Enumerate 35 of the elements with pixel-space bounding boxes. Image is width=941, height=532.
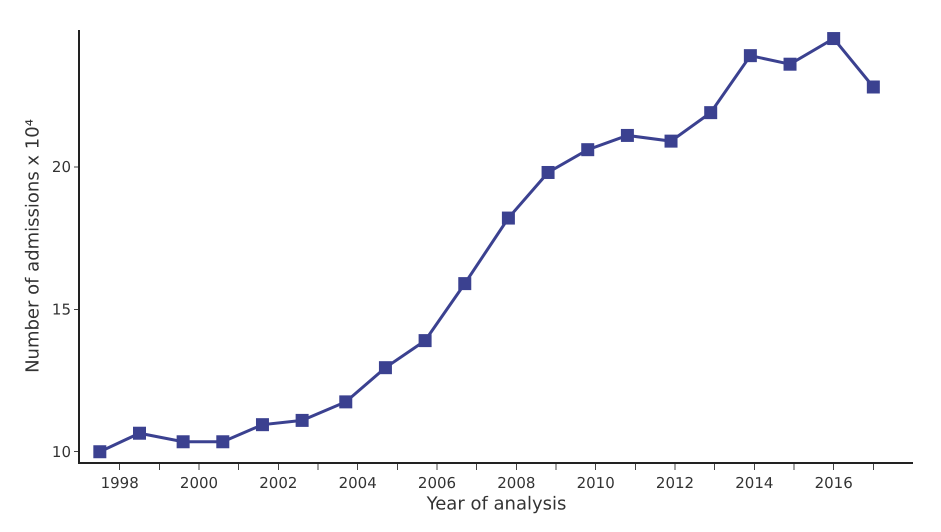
- point: [620, 128, 634, 142]
- point: [378, 361, 392, 374]
- x-tick-label: 2008: [497, 474, 536, 492]
- x-tick-label: 2002: [259, 474, 298, 492]
- point: [827, 32, 840, 46]
- point: [93, 445, 106, 458]
- y-axis-title: Number of admissions x 10⁴: [22, 119, 44, 373]
- point: [256, 418, 269, 432]
- point: [704, 106, 718, 120]
- point: [502, 212, 515, 225]
- x-tick-label: 2000: [180, 474, 218, 492]
- point: [339, 395, 352, 408]
- point: [216, 435, 230, 448]
- y-tick-label: 10: [52, 442, 71, 461]
- x-tick-label: 2004: [338, 474, 377, 492]
- x-tick-label: 1998: [100, 474, 139, 492]
- point: [296, 414, 309, 427]
- x-axis-title: Year of analysis: [426, 494, 566, 515]
- point: [744, 49, 757, 62]
- point: [176, 435, 190, 448]
- y-tick-label: 20: [52, 158, 71, 176]
- point: [664, 134, 678, 148]
- point: [418, 334, 432, 348]
- x-tick-label: 2014: [735, 474, 774, 492]
- x-tick-label: 2010: [576, 474, 615, 492]
- x-tick-label: 2012: [656, 474, 694, 492]
- point: [866, 80, 880, 94]
- point: [542, 166, 555, 179]
- point: [581, 143, 594, 156]
- point: [133, 426, 146, 440]
- x-tick-label: 2006: [418, 474, 456, 492]
- point: [784, 58, 797, 71]
- y-tick-label: 15: [52, 300, 71, 319]
- point: [458, 277, 472, 290]
- x-tick-label: 2016: [814, 474, 853, 492]
